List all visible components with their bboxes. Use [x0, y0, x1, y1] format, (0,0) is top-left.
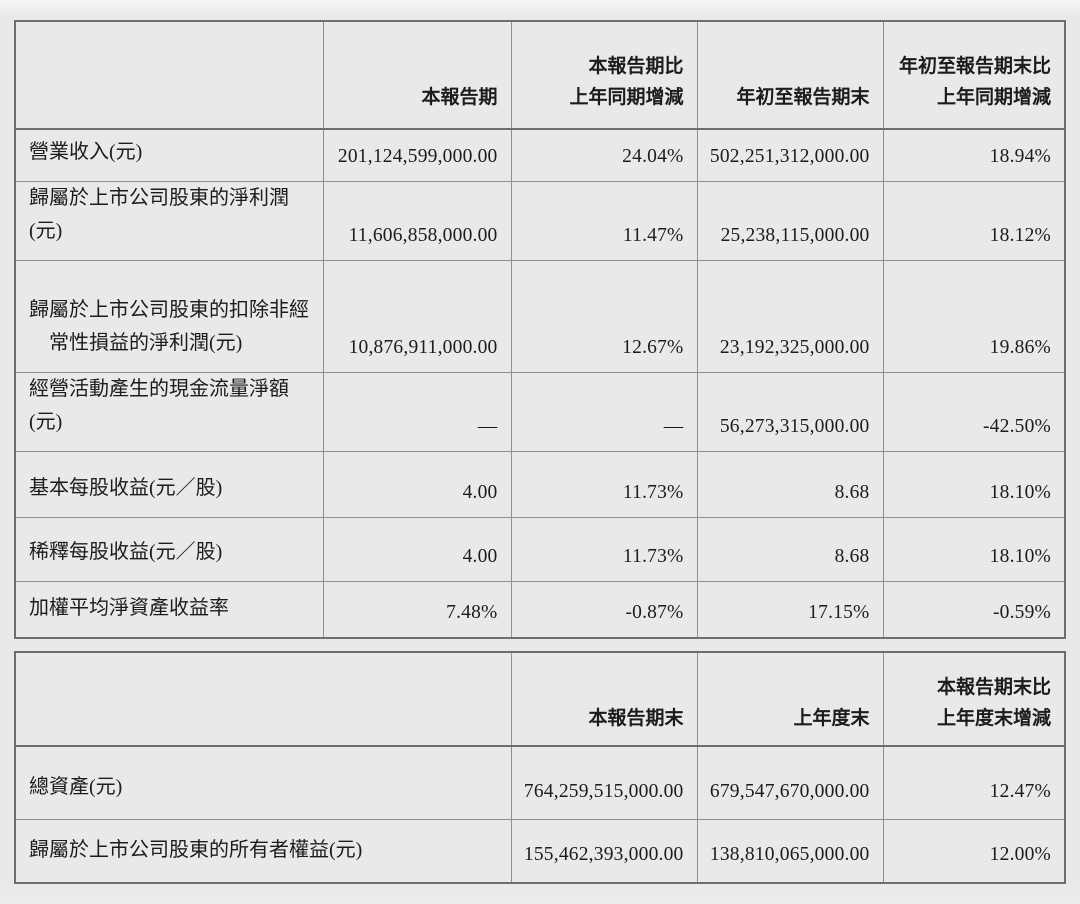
cell-value: 8.68 [696, 516, 884, 582]
table-row-operating-revenue: 營業收入(元) 201,124,599,000.00 24.04% 502,25… [14, 128, 1066, 182]
cell-value: 502,251,312,000.00 [696, 128, 884, 182]
col-header-period-end-change: 本報告期末比 上年度末增減 [882, 651, 1066, 747]
table-header-row: 本報告期末 上年度末 本報告期末比 上年度末增減 [14, 651, 1066, 747]
cell-value: 138,810,065,000.00 [696, 818, 884, 884]
cell-value: 19.86% [882, 259, 1066, 373]
row-label: 歸屬於上市公司股東的所有者權益(元) [14, 818, 512, 884]
table-row-net-profit: 歸屬於上市公司股東的淨利潤(元) 11,606,858,000.00 11.47… [14, 180, 1066, 261]
cell-value: 17.15% [696, 580, 884, 639]
table-row-net-profit-excl-nonrecurring: 歸屬於上市公司股東的扣除非經 常性損益的淨利潤(元) 10,876,911,00… [14, 259, 1066, 373]
cell-value: 8.68 [696, 450, 884, 518]
cell-value: 25,238,115,000.00 [696, 180, 884, 261]
row-label: 歸屬於上市公司股東的淨利潤(元) [14, 180, 324, 261]
cell-value: 18.10% [882, 450, 1066, 518]
cell-value: 11,606,858,000.00 [322, 180, 512, 261]
cell-value: 7.48% [322, 580, 512, 639]
row-label: 總資產(元) [14, 745, 512, 820]
quarterly-financials-table: 本報告期 本報告期比 上年同期增減 年初至報告期末 年初至報告期末比 上年同期增… [14, 20, 1066, 639]
cell-value: — [322, 371, 512, 452]
table-header-row: 本報告期 本報告期比 上年同期增減 年初至報告期末 年初至報告期末比 上年同期增… [14, 20, 1066, 130]
cell-value: 155,462,393,000.00 [510, 818, 698, 884]
col-header-prior-year-end: 上年度末 [696, 651, 884, 747]
col-header-current-period: 本報告期 [322, 20, 512, 130]
cell-value: 24.04% [510, 128, 698, 182]
row-label: 基本每股收益(元／股) [14, 450, 324, 518]
cell-value: 12.00% [882, 818, 1066, 884]
cell-value: 11.47% [510, 180, 698, 261]
balance-sheet-table: 本報告期末 上年度末 本報告期末比 上年度末增減 總資產(元) 764,259,… [14, 651, 1066, 884]
cell-value: 4.00 [322, 450, 512, 518]
col-header-metric [14, 20, 324, 130]
cell-value: — [510, 371, 698, 452]
cell-value: -0.59% [882, 580, 1066, 639]
cell-value: -0.87% [510, 580, 698, 639]
cell-value: 18.94% [882, 128, 1066, 182]
cell-value: 11.73% [510, 450, 698, 518]
cell-value: -42.50% [882, 371, 1066, 452]
row-label: 歸屬於上市公司股東的扣除非經 常性損益的淨利潤(元) [14, 259, 324, 373]
cell-value: 23,192,325,000.00 [696, 259, 884, 373]
table-row-basic-eps: 基本每股收益(元／股) 4.00 11.73% 8.68 18.10% [14, 450, 1066, 518]
table-row-shareholders-equity: 歸屬於上市公司股東的所有者權益(元) 155,462,393,000.00 13… [14, 818, 1066, 884]
table-row-diluted-eps: 稀釋每股收益(元／股) 4.00 11.73% 8.68 18.10% [14, 516, 1066, 582]
cell-value: 4.00 [322, 516, 512, 582]
col-header-metric [14, 651, 512, 747]
row-label: 加權平均淨資產收益率 [14, 580, 324, 639]
row-label: 稀釋每股收益(元／股) [14, 516, 324, 582]
cell-value: 764,259,515,000.00 [510, 745, 698, 820]
col-header-period-end: 本報告期末 [510, 651, 698, 747]
cell-value: 18.12% [882, 180, 1066, 261]
cell-value: 12.47% [882, 745, 1066, 820]
col-header-period-yoy-change: 本報告期比 上年同期增減 [510, 20, 698, 130]
cell-value: 56,273,315,000.00 [696, 371, 884, 452]
col-header-ytd: 年初至報告期末 [696, 20, 884, 130]
table-row-operating-cash-flow: 經營活動產生的現金流量淨額(元) — — 56,273,315,000.00 -… [14, 371, 1066, 452]
row-label: 營業收入(元) [14, 128, 324, 182]
col-header-ytd-yoy-change: 年初至報告期末比 上年同期增減 [882, 20, 1066, 130]
cell-value: 679,547,670,000.00 [696, 745, 884, 820]
row-label: 經營活動產生的現金流量淨額(元) [14, 371, 324, 452]
cell-value: 18.10% [882, 516, 1066, 582]
cell-value: 201,124,599,000.00 [322, 128, 512, 182]
cell-value: 11.73% [510, 516, 698, 582]
cell-value: 12.67% [510, 259, 698, 373]
cell-value: 10,876,911,000.00 [322, 259, 512, 373]
table-row-total-assets: 總資產(元) 764,259,515,000.00 679,547,670,00… [14, 745, 1066, 820]
table-row-weighted-avg-roe: 加權平均淨資產收益率 7.48% -0.87% 17.15% -0.59% [14, 580, 1066, 639]
